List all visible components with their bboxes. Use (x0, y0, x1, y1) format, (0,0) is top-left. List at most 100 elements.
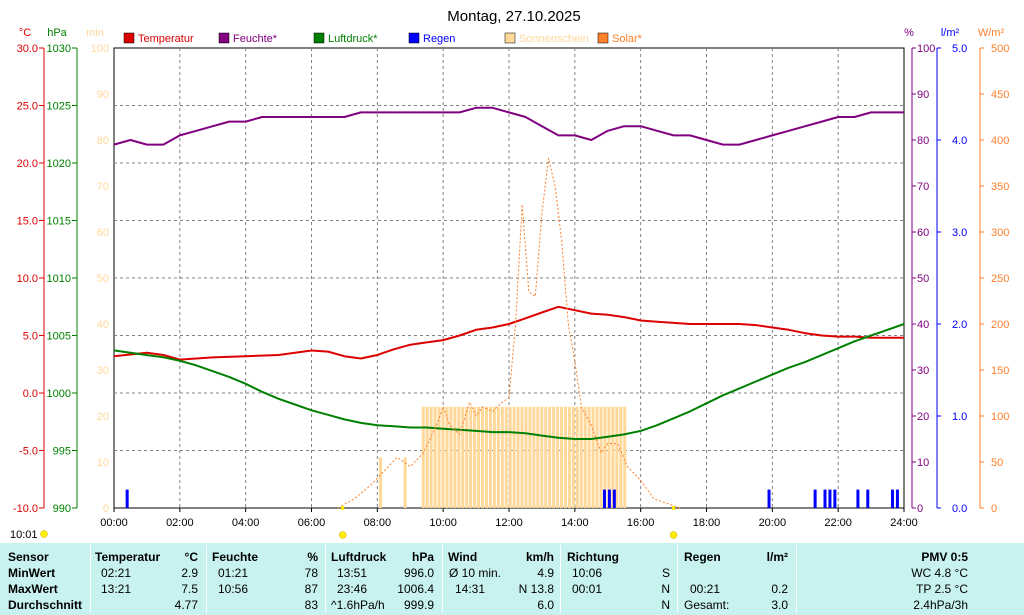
right-axes: 10090807060504030201005.04.03.02.01.00.0… (911, 43, 1009, 515)
sunshine-bar (433, 406, 437, 508)
hum-min-time: 01:21 (218, 566, 249, 580)
hum-avg-value: 83 (304, 598, 318, 612)
sunshine-bar (516, 406, 520, 508)
tick-solar: 100 (991, 411, 1009, 423)
column-divider (206, 545, 207, 613)
series-line-hum (113, 106, 904, 146)
legend-label-rain: Regen (423, 33, 455, 45)
tick-hum: 100 (917, 43, 935, 55)
tick-temp: -5.0 (19, 446, 38, 458)
rain-max-value: 0.2 (771, 582, 788, 596)
wind-avg-value: 4.9 (537, 566, 554, 580)
sunshine-bar (453, 406, 457, 508)
wind-max-time: 14:31 (455, 582, 486, 596)
chart-title: Montag, 27.10.2025 (447, 8, 580, 25)
legend-swatch-temp (123, 32, 135, 44)
x-tick-label: 20:00 (759, 517, 787, 529)
tick-press: 1030 (47, 43, 71, 55)
pmv-dewpoint: TP 2.5 °C (916, 582, 968, 596)
legend-swatch-sun (504, 32, 516, 44)
column-divider (90, 545, 91, 613)
legend-label-hum: Feuchte* (233, 33, 278, 45)
rain-bar (125, 489, 129, 508)
column-divider (677, 545, 678, 613)
chart-legend: Temperatur Feuchte* Luftdruck* Regen Sonnens… (123, 32, 643, 45)
sunshine-bar (449, 406, 453, 508)
sunshine-bar (615, 406, 619, 508)
tick-rain: 3.0 (952, 227, 967, 239)
x-axis-ticks: 00:00 02:00 04:00 06:00 08:00 10:00 12:00 14:00… (100, 508, 918, 529)
x-tick-label: 24:00 (890, 517, 918, 529)
tick-hum: 0 (917, 503, 923, 515)
legend-label-sun: Sonnenschein (519, 33, 589, 45)
temp-max-value: 7.5 (181, 582, 198, 596)
sunshine-bar (492, 406, 496, 508)
sunshine-bar (441, 406, 445, 508)
row-label: MaxWert (8, 582, 58, 596)
tick-press: 1005 (47, 331, 71, 343)
rain-bar (607, 489, 611, 508)
rain-bars (125, 489, 899, 508)
x-tick-label: 22:00 (824, 517, 852, 529)
tick-sun: 100 (91, 43, 109, 55)
tick-sun: 60 (97, 227, 109, 239)
tick-solar: 250 (991, 273, 1009, 285)
x-tick-label: 02:00 (166, 517, 194, 529)
axis-unit-sun: min (86, 27, 104, 39)
dir-max-time: 00:01 (572, 582, 603, 596)
x-tick-label: 06:00 (298, 517, 326, 529)
header-rain: Regen (684, 550, 721, 564)
sunshine-bar (623, 406, 627, 508)
rain-bar (890, 489, 894, 508)
rain-bar (813, 489, 817, 508)
tick-hum: 50 (917, 273, 929, 285)
time-marker-dot (40, 530, 48, 538)
rain-bar (612, 489, 616, 508)
sunshine-bar (536, 406, 540, 508)
sun-marker (669, 531, 678, 539)
dir-min-time: 10:06 (572, 566, 603, 580)
tick-temp: 20.0 (17, 158, 38, 170)
chart-markers (339, 506, 678, 539)
wind-avg-day-value: 6.0 (537, 598, 554, 612)
tick-hum: 60 (917, 227, 929, 239)
tick-sun: 0 (103, 503, 109, 515)
temp-avg-value: 4.77 (174, 598, 198, 612)
header-direction: Richtung (567, 550, 619, 564)
tick-solar: 0 (991, 503, 997, 515)
tick-temp: 10.0 (17, 273, 38, 285)
legend-label-press: Luftdruck* (328, 33, 378, 45)
sunshine-bar (421, 406, 425, 508)
sunshine-bar (575, 406, 579, 508)
sunshine-bar (477, 406, 481, 508)
sunshine-bar (532, 406, 536, 508)
sunshine-bar (563, 406, 567, 508)
chart-series (113, 106, 905, 509)
sunshine-bar (579, 406, 583, 508)
pmv-windchill: WC 4.8 °C (911, 566, 968, 580)
tick-hum: 90 (917, 89, 929, 101)
legend-swatch-hum (218, 32, 230, 44)
press-trend: ^1.6hPa/h (331, 598, 385, 612)
dir-avg-value: N (661, 598, 670, 612)
tick-temp: 0.0 (23, 388, 38, 400)
column-divider (796, 545, 797, 613)
tick-rain: 2.0 (952, 319, 967, 331)
tick-press: 990 (53, 503, 71, 515)
row-label: Durchschnitt (8, 598, 83, 612)
sunshine-bar (437, 406, 441, 508)
x-tick-label: 14:00 (561, 517, 589, 529)
sunshine-bar (504, 406, 508, 508)
sunshine-bar (603, 406, 607, 508)
hum-min-value: 78 (304, 566, 318, 580)
tick-sun: 30 (97, 365, 109, 377)
rain-bar (828, 489, 832, 508)
sunshine-bar (528, 406, 532, 508)
tick-hum: 70 (917, 181, 929, 193)
tick-hum: 20 (917, 411, 929, 423)
legend-swatch-solar (597, 32, 609, 44)
tick-press: 1020 (47, 158, 71, 170)
wind-max-value: N 13.8 (518, 582, 554, 596)
x-tick-label: 18:00 (693, 517, 721, 529)
rain-total-value: 3.0 (771, 598, 788, 612)
